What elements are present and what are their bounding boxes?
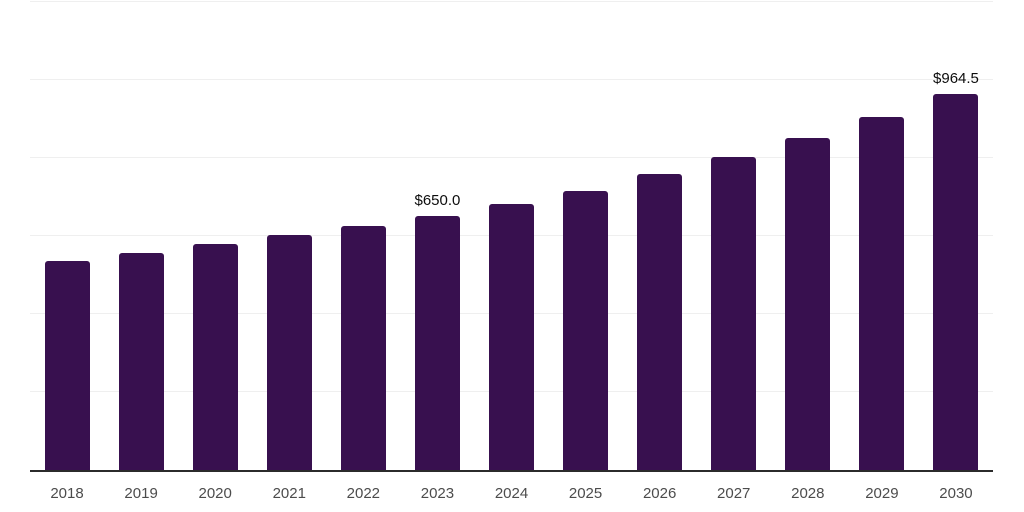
bar-2021 xyxy=(266,235,312,470)
x-tick-label-2029: 2029 xyxy=(865,485,899,502)
gridline xyxy=(30,156,993,158)
x-tick-label-2027: 2027 xyxy=(717,485,751,502)
x-tick-label-2020: 2020 xyxy=(198,485,232,502)
bar-2030 xyxy=(933,93,979,470)
plot-area: $650.0 $964.5 xyxy=(30,0,993,472)
bar-2018 xyxy=(44,260,90,470)
gridline xyxy=(30,78,993,80)
x-tick-label-2018: 2018 xyxy=(50,485,84,502)
bar-value-label-2023: $650.0 xyxy=(414,192,461,210)
x-tick-label-2026: 2026 xyxy=(642,485,677,502)
bar-2019 xyxy=(118,252,164,470)
bar-2020 xyxy=(192,244,238,470)
x-tick-label-2019: 2019 xyxy=(124,485,158,502)
x-tick-label-2021: 2021 xyxy=(272,485,306,502)
x-tick-label-2025: 2025 xyxy=(568,485,603,502)
bar-value-label-2030: $964.5 xyxy=(933,69,979,87)
bar-2025 xyxy=(563,190,609,470)
bar-2023 xyxy=(414,216,460,470)
x-tick-label-2024: 2024 xyxy=(494,485,529,502)
gridline xyxy=(30,0,993,2)
bar-2028 xyxy=(785,137,831,470)
bar-2022 xyxy=(340,225,386,470)
x-tick-label-2028: 2028 xyxy=(791,485,825,502)
bar-2024 xyxy=(489,204,534,470)
x-tick-label-2030: 2030 xyxy=(939,485,973,502)
x-tick-label-2023: 2023 xyxy=(420,485,455,502)
bar-2026 xyxy=(637,174,683,470)
x-tick-label-2022: 2022 xyxy=(346,485,381,502)
bar-2029 xyxy=(859,116,905,470)
bar-2027 xyxy=(711,157,757,470)
x-axis-line xyxy=(30,470,993,472)
